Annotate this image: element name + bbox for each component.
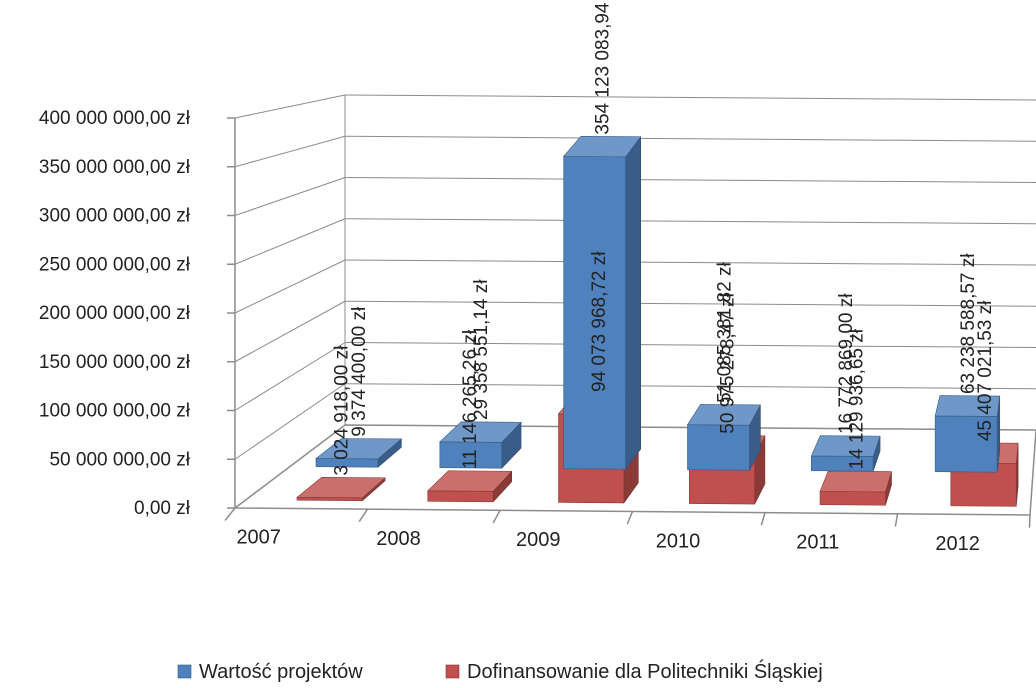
bar-0-2007 — [315, 438, 403, 468]
side-gridline — [234, 383, 346, 460]
back-gridline — [344, 135, 1036, 142]
legend-label: Dofinansowanie dla Politechniki Śląskiej — [467, 659, 823, 683]
data-label: 51 085 381,82 zł — [714, 262, 735, 403]
bar-top — [296, 477, 386, 499]
gridlines — [234, 94, 1036, 509]
x-tick-mark — [760, 512, 766, 526]
bar-0-2009 — [563, 135, 642, 471]
x-tick-label: 2008 — [376, 528, 421, 550]
data-label: 3 024 918,00 zł — [332, 345, 353, 476]
bar-front — [819, 491, 886, 506]
side-gridline — [234, 135, 346, 168]
back-gridline — [344, 177, 1036, 183]
y-tick-label: 200 000 000,00 zł — [39, 303, 191, 324]
legend-swatch — [445, 664, 460, 679]
x-tick-label: 2009 — [516, 529, 561, 551]
legend: Wartość projektów Dofinansowanie dla Poli… — [177, 659, 823, 683]
y-tick-label: 300 000 000,00 zł — [39, 206, 191, 227]
data-label: 354 123 083,94 zł — [593, 0, 614, 135]
bar-top — [563, 135, 642, 158]
data-label: 14 129 936,65 zł — [846, 328, 867, 469]
back-gridline — [344, 259, 1036, 266]
side-gridline — [234, 177, 346, 216]
bar-top — [315, 438, 403, 460]
bar-top — [686, 404, 761, 426]
back-gridline — [344, 300, 1036, 307]
data-label: 11 146 265,26 zł — [460, 329, 481, 469]
bar-top — [810, 435, 881, 457]
side-gridline — [234, 218, 346, 265]
bar-1-2011 — [819, 470, 892, 506]
bar-0-2011 — [810, 435, 881, 472]
back-gridline — [344, 94, 1036, 101]
bars — [296, 135, 1019, 507]
x-tick-mark — [894, 513, 899, 527]
bar-side — [625, 135, 642, 471]
bar-top — [427, 470, 513, 492]
bar-top — [819, 470, 892, 493]
x-tick-label: 2012 — [935, 533, 980, 555]
bar-0-2008 — [439, 421, 522, 469]
axes — [224, 95, 1036, 528]
side-gridline — [234, 94, 346, 119]
x-tick-label: 2010 — [656, 530, 701, 552]
data-label: 50 975 278,47 zł — [718, 292, 739, 433]
y-tick-label: 250 000 000,00 zł — [39, 254, 191, 275]
x-tick-mark — [224, 507, 236, 521]
y-tick-label: 100 000 000,00 zł — [39, 401, 191, 422]
x-tick-mark — [358, 508, 369, 523]
side-gridline — [234, 259, 346, 314]
x-axis-tick-labels: 2007 2008 2009 2010 2011 2012 — [236, 527, 979, 556]
data-label: 63 238 588,57 zł — [958, 253, 979, 394]
bar-top — [934, 395, 1001, 417]
data-label: 94 073 968,72 zł — [589, 251, 610, 392]
bar-front — [427, 490, 494, 503]
x-tick-mark — [1028, 514, 1031, 528]
data-label: 9 374 400,00 zł — [349, 306, 370, 437]
back-gridline — [344, 218, 1036, 225]
y-axis-tick-labels: 0,00 zł 50 000 000,00 zł 100 000 000,00 zł… — [39, 108, 191, 519]
x-tick-label: 2007 — [236, 527, 281, 549]
bar-1-2008 — [427, 470, 513, 503]
legend-swatch — [177, 664, 192, 679]
back-gridline — [344, 383, 1036, 390]
bar-1-2007 — [296, 477, 386, 502]
back-gridline — [344, 342, 1036, 348]
bar-top — [439, 421, 522, 443]
y-tick-label: 150 000 000,00 zł — [39, 352, 191, 373]
data-label: 16 772 869,00 zł — [836, 293, 857, 434]
x-tick-mark — [492, 509, 501, 524]
data-label: 45 407 021,53 zł — [975, 300, 996, 441]
bar-0-2012 — [934, 395, 1001, 473]
side-gridline — [234, 342, 346, 411]
y-tick-label: 400 000 000,00 zł — [39, 108, 191, 129]
data-label: 29 358 551,14 zł — [471, 279, 492, 420]
side-gridline — [234, 300, 346, 363]
data-labels: 3 024 918,00 zł 11 146 265,26 zł 94 073 96… — [332, 0, 996, 476]
y-tick-label: 50 000 000,00 zł — [49, 449, 190, 470]
x-tick-label: 2011 — [796, 532, 839, 554]
x-tick-mark — [626, 511, 634, 525]
legend-label: Wartość projektów — [199, 661, 363, 683]
bar-0-2010 — [686, 404, 761, 471]
y-tick-label: 0,00 zł — [134, 498, 191, 519]
y-tick-label: 350 000 000,00 zł — [39, 157, 191, 178]
